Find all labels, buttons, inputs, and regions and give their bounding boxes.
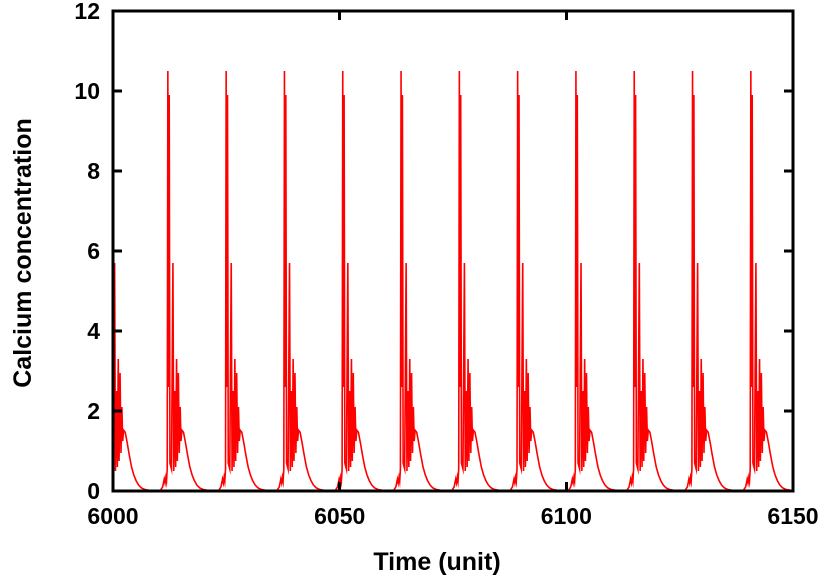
- y-tick-labels: 0 2 4 6 8 10 12: [74, 0, 100, 504]
- plot-frame: [111, 9, 795, 493]
- x-tick-label: 6150: [767, 503, 818, 529]
- y-tick-label: 12: [74, 0, 100, 24]
- axis-ticks: [111, 9, 795, 493]
- x-tick-label: 6100: [541, 503, 592, 529]
- y-axis-label: Calcium concentration: [9, 118, 37, 388]
- x-tick-label: 6050: [314, 503, 365, 529]
- plot-border: [111, 9, 795, 493]
- x-tick-label: 6000: [87, 503, 138, 529]
- x-axis-label: Time (unit): [373, 548, 500, 576]
- calcium-series: [113, 70, 793, 491]
- y-tick-label: 8: [87, 158, 100, 184]
- x-tick-labels: 6000 6050 6100 6150: [87, 503, 818, 529]
- calcium-trace: [113, 70, 793, 491]
- y-tick-label: 10: [74, 78, 100, 104]
- y-tick-label: 2: [87, 398, 100, 424]
- y-tick-label: 4: [87, 318, 100, 344]
- y-tick-label: 6: [87, 238, 100, 264]
- y-tick-label: 0: [87, 478, 100, 504]
